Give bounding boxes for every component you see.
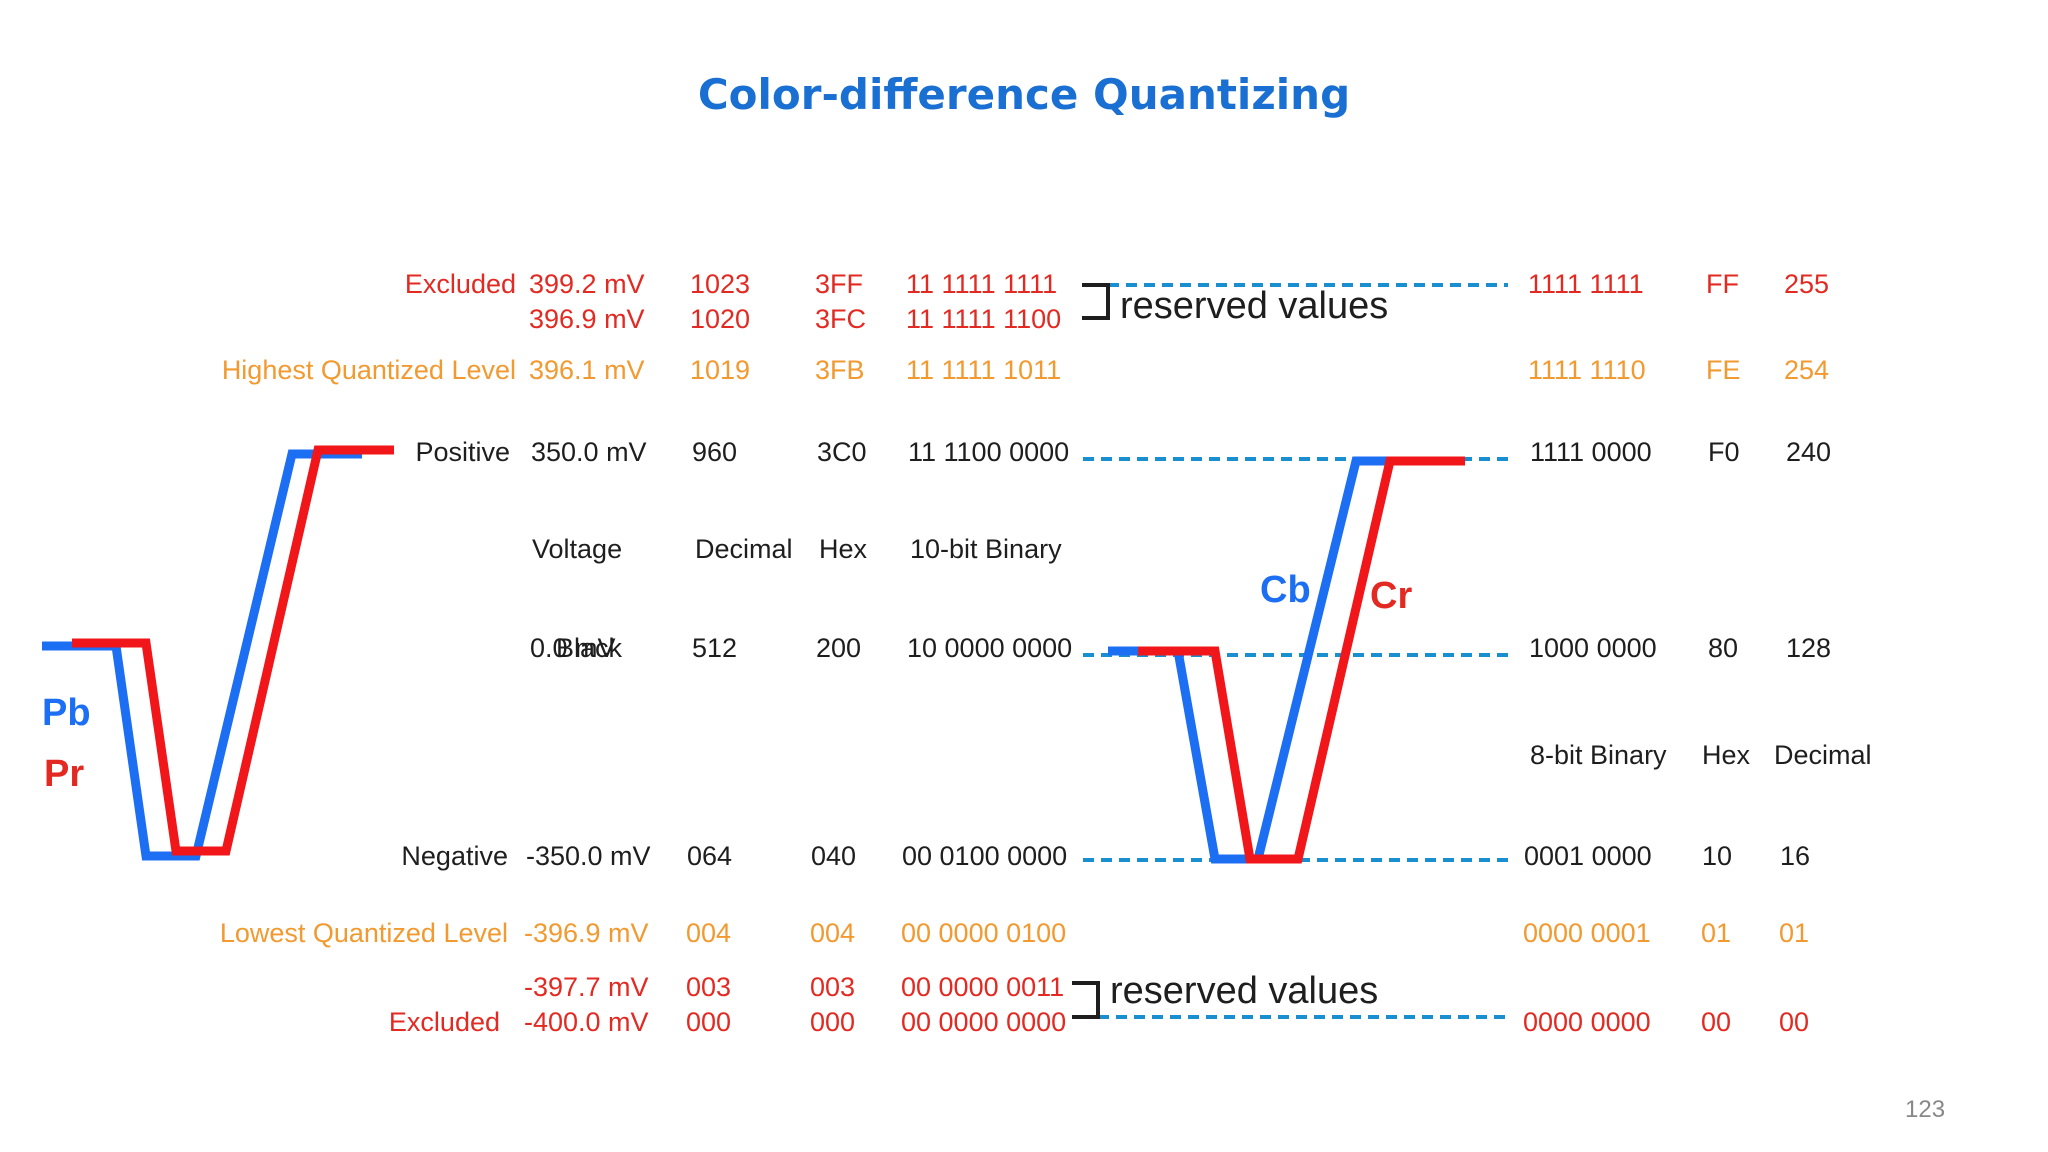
voltage-cell: -397.7 mV — [524, 972, 649, 1002]
voltage-cell: -400.0 mV — [524, 1007, 649, 1037]
hex-cell: 3FF — [815, 269, 864, 299]
binary8-cell: 0001 0000 — [1524, 841, 1652, 871]
header-8bit-binary: 8-bit Binary — [1530, 740, 1667, 770]
decimal8-cell: 01 — [1779, 918, 1810, 948]
voltage-cell: -350.0 mV — [526, 841, 651, 871]
pb-label: Pb — [42, 692, 91, 734]
voltage-cell: -396.9 mV — [524, 918, 649, 948]
cr-waveform — [1138, 456, 1465, 864]
decimal8-cell: 254 — [1784, 355, 1830, 385]
binary8-cell: 1000 0000 — [1529, 633, 1657, 663]
binary10-cell: 00 0000 0011 — [901, 972, 1065, 1002]
hex-cell: 200 — [816, 633, 862, 663]
header-decimal: Decimal — [695, 534, 793, 564]
binary8-cell: 1111 0000 — [1530, 437, 1652, 467]
voltage-cell: 350.0 mV — [531, 437, 647, 467]
hex-cell: 3FC — [815, 304, 867, 334]
binary10-cell: 11 1111 1100 — [906, 304, 1062, 334]
reserved-values-bottom: reserved values — [1110, 970, 1379, 1012]
header-hex: Hex — [819, 534, 868, 564]
decimal-cell: 512 — [692, 633, 738, 663]
binary10-cell: 00 0100 0000 — [902, 841, 1068, 871]
reserved-brackets — [1072, 283, 1110, 1019]
binary8-cell: 1111 1110 — [1528, 355, 1646, 385]
binary10-cell: 00 0000 0100 — [901, 918, 1067, 948]
decimal8-cell: 16 — [1780, 841, 1811, 871]
decimal-cell: 960 — [692, 437, 738, 467]
row-label-excluded-top: Excluded — [404, 269, 516, 299]
binary8-cell: 1111 1111 — [1528, 269, 1644, 299]
hex-cell: 3C0 — [817, 437, 867, 467]
reserved-bracket-bottom — [1072, 981, 1100, 1019]
header-hex8: Hex — [1702, 740, 1751, 770]
cr-label: Cr — [1370, 575, 1413, 617]
voltage-cell: 0.0 mV — [530, 633, 616, 663]
reserved-values-top: reserved values — [1120, 285, 1389, 327]
pr-label: Pr — [44, 753, 85, 795]
decimal8-cell: 240 — [1786, 437, 1832, 467]
hex-cell: 003 — [810, 972, 856, 1002]
hex8-cell: 10 — [1702, 841, 1733, 871]
decimal-cell: 004 — [686, 918, 732, 948]
pr-waveform — [72, 445, 394, 856]
hex8-cell: F0 — [1708, 437, 1740, 467]
decimal8-cell: 00 — [1779, 1007, 1810, 1037]
hex8-cell: 01 — [1701, 918, 1732, 948]
voltage-cell: 396.9 mV — [529, 304, 645, 334]
decimal-cell: 064 — [687, 841, 733, 871]
row-label-lowest: Lowest Quantized Level — [219, 918, 508, 948]
reserved-bracket-top — [1082, 283, 1110, 320]
hex-cell: 000 — [810, 1007, 856, 1037]
hex8-cell: FE — [1706, 355, 1741, 385]
row-label-negative: Negative — [401, 841, 508, 871]
hex-cell: 040 — [811, 841, 857, 871]
binary10-cell: 11 1100 0000 — [908, 437, 1070, 467]
header-10bit-binary: 10-bit Binary — [910, 534, 1062, 564]
decimal-cell: 003 — [686, 972, 732, 1002]
hex-cell: 004 — [810, 918, 856, 948]
hex8-cell: FF — [1706, 269, 1739, 299]
header-voltage: Voltage — [532, 534, 623, 564]
decimal-cell: 000 — [686, 1007, 732, 1037]
hex8-cell: 00 — [1701, 1007, 1732, 1037]
pb-waveform — [42, 449, 362, 861]
row-label-excluded-bottom: Excluded — [388, 1007, 500, 1037]
decimal8-cell: 128 — [1786, 633, 1832, 663]
binary8-cell: 0000 0000 — [1523, 1007, 1651, 1037]
voltage-cell: 396.1 mV — [529, 355, 645, 385]
row-label-black: Black — [555, 633, 622, 663]
hex-cell: 3FB — [815, 355, 865, 385]
binary10-cell: 10 0000 0000 — [907, 633, 1073, 663]
page-number: 123 — [1905, 1096, 1946, 1123]
voltage-cell: 399.2 mV — [529, 269, 645, 299]
decimal-cell: 1023 — [690, 269, 751, 299]
hex8-cell: 80 — [1708, 633, 1739, 663]
binary10-cell: 11 1111 1011 — [906, 355, 1062, 385]
row-label-positive: Positive — [415, 437, 510, 467]
decimal8-cell: 255 — [1784, 269, 1830, 299]
header-decimal8: Decimal — [1774, 740, 1872, 770]
decimal-cell: 1020 — [690, 304, 751, 334]
cb-label: Cb — [1260, 569, 1311, 611]
binary8-cell: 0000 0001 — [1523, 918, 1651, 948]
dashed-reference-lines — [1083, 283, 1508, 1019]
decimal-cell: 1019 — [690, 355, 751, 385]
binary10-cell: 11 1111 1111 — [906, 269, 1058, 299]
row-label-highest: Highest Quantized Level — [221, 355, 516, 385]
page-title: Color-difference Quantizing — [697, 70, 1351, 119]
binary10-cell: 00 0000 0000 — [901, 1007, 1067, 1037]
